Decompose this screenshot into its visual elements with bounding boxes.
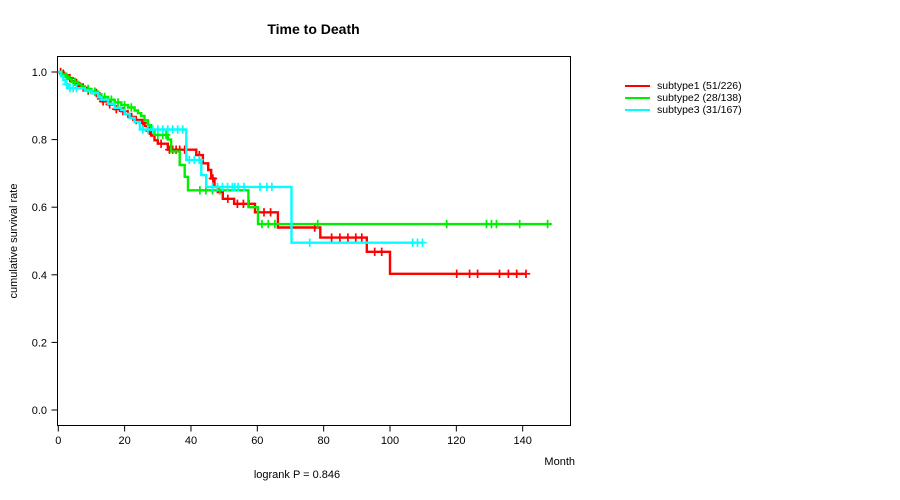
x-tick-label: 0 (55, 435, 61, 447)
y-tick-label: 0.6 (32, 202, 47, 214)
legend-line-subtype2 (625, 97, 650, 99)
censor-marks (62, 72, 552, 229)
legend: subtype1 (51/226) subtype2 (28/138) subt… (625, 80, 742, 116)
survival-curve (58, 70, 552, 226)
y-tick-label: 0.2 (32, 337, 47, 349)
chart-title: Time to Death (267, 21, 360, 37)
x-axis: 0 20 40 60 80 100 120 140 (55, 425, 532, 447)
legend-label-subtype3: subtype3 (31/167) (657, 104, 742, 116)
logrank-caption: logrank P = 0.846 (253, 469, 341, 481)
series-3 (58, 70, 427, 247)
censor-marks (62, 80, 427, 247)
x-axis-label: Month (544, 456, 575, 468)
survival-curve (58, 70, 423, 244)
legend-item-subtype2: subtype2 (28/138) (625, 92, 742, 104)
y-tick-label: 0.0 (32, 405, 47, 417)
legend-line-subtype3 (625, 109, 650, 111)
legend-item-subtype3: subtype3 (31/167) (625, 104, 742, 116)
legend-label-subtype1: subtype1 (51/226) (657, 80, 742, 92)
legend-line-subtype1 (625, 85, 650, 87)
x-tick-label: 20 (119, 435, 131, 447)
x-tick-label: 140 (514, 435, 532, 447)
x-tick-label: 40 (185, 435, 197, 447)
y-tick-label: 1.0 (32, 67, 47, 79)
x-tick-label: 60 (251, 435, 263, 447)
x-tick-label: 120 (447, 435, 465, 447)
y-axis: 0.0 0.2 0.4 0.6 0.8 1.0 (32, 67, 58, 417)
y-tick-label: 0.8 (32, 135, 47, 147)
x-tick-label: 100 (381, 435, 399, 447)
series-2 (58, 70, 552, 229)
legend-item-subtype1: subtype1 (51/226) (625, 80, 742, 92)
x-tick-label: 80 (318, 435, 330, 447)
y-axis-label: cumulative survival rate (8, 183, 20, 299)
plot-box (57, 56, 571, 426)
series-1 (56, 67, 531, 278)
censor-marks (56, 67, 531, 278)
legend-label-subtype2: subtype2 (28/138) (657, 92, 742, 104)
y-tick-label: 0.4 (32, 270, 47, 282)
